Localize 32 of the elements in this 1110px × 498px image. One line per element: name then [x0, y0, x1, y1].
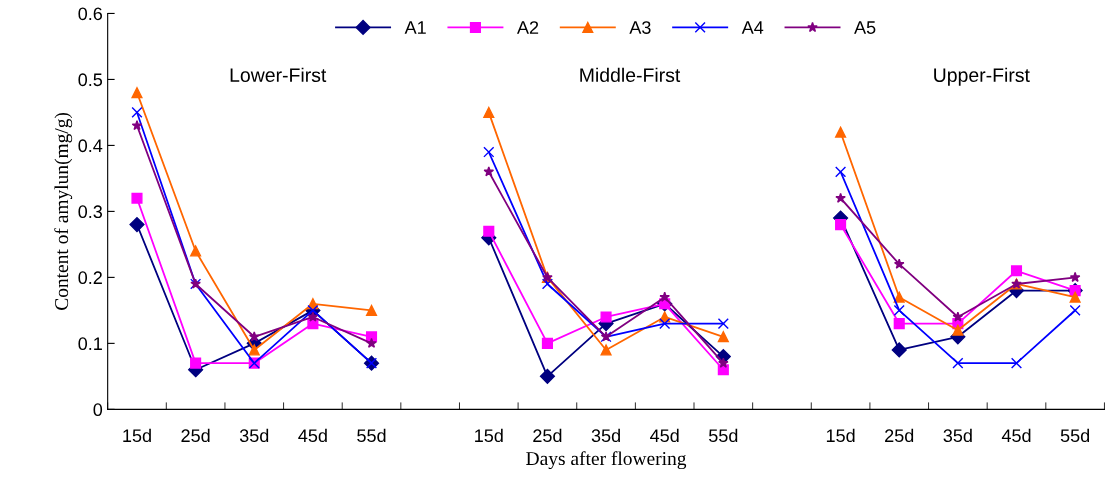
- x-tick-label: 45d: [650, 428, 679, 443]
- y-tick-label: 0.3: [78, 205, 103, 219]
- y-tick-label: 0.2: [78, 271, 102, 285]
- x-tick-label: 45d: [298, 428, 327, 443]
- legend-label: A2: [517, 21, 539, 34]
- y-axis-title: Content of amylun(mg/g): [54, 112, 73, 310]
- y-tick-label: 0.5: [78, 73, 103, 87]
- legend-label: A1: [404, 21, 426, 34]
- annotation: Lower-First: [230, 67, 327, 83]
- legend-label: A5: [854, 21, 876, 34]
- x-tick-label: 35d: [239, 428, 269, 443]
- x-tick-label: 25d: [533, 428, 562, 443]
- y-tick-label: 0.6: [78, 7, 103, 21]
- y-tick-label: 0.1: [78, 337, 102, 351]
- x-tick-label: 15d: [826, 428, 855, 443]
- x-tick-label: 35d: [591, 428, 620, 443]
- legend-label: A4: [741, 21, 764, 34]
- x-tick-label: 25d: [181, 428, 210, 443]
- y-tick-label: 0: [93, 403, 103, 417]
- legend-label: A3: [629, 21, 651, 34]
- x-tick-label: 25d: [885, 428, 914, 443]
- x-tick-label: 15d: [475, 428, 503, 443]
- x-tick-label: 55d: [708, 428, 738, 443]
- x-axis-title: Days after flowering: [526, 451, 687, 470]
- x-tick-label: 15d: [123, 428, 151, 443]
- x-tick-label: 45d: [1001, 428, 1031, 443]
- y-tick-label: 0.4: [78, 139, 103, 153]
- x-tick-label: 35d: [943, 428, 972, 443]
- x-tick-label: 55d: [357, 428, 386, 443]
- x-tick-label: 55d: [1060, 428, 1090, 443]
- annotation: Middle-First: [580, 67, 681, 83]
- annotation: Upper-First: [934, 67, 1030, 86]
